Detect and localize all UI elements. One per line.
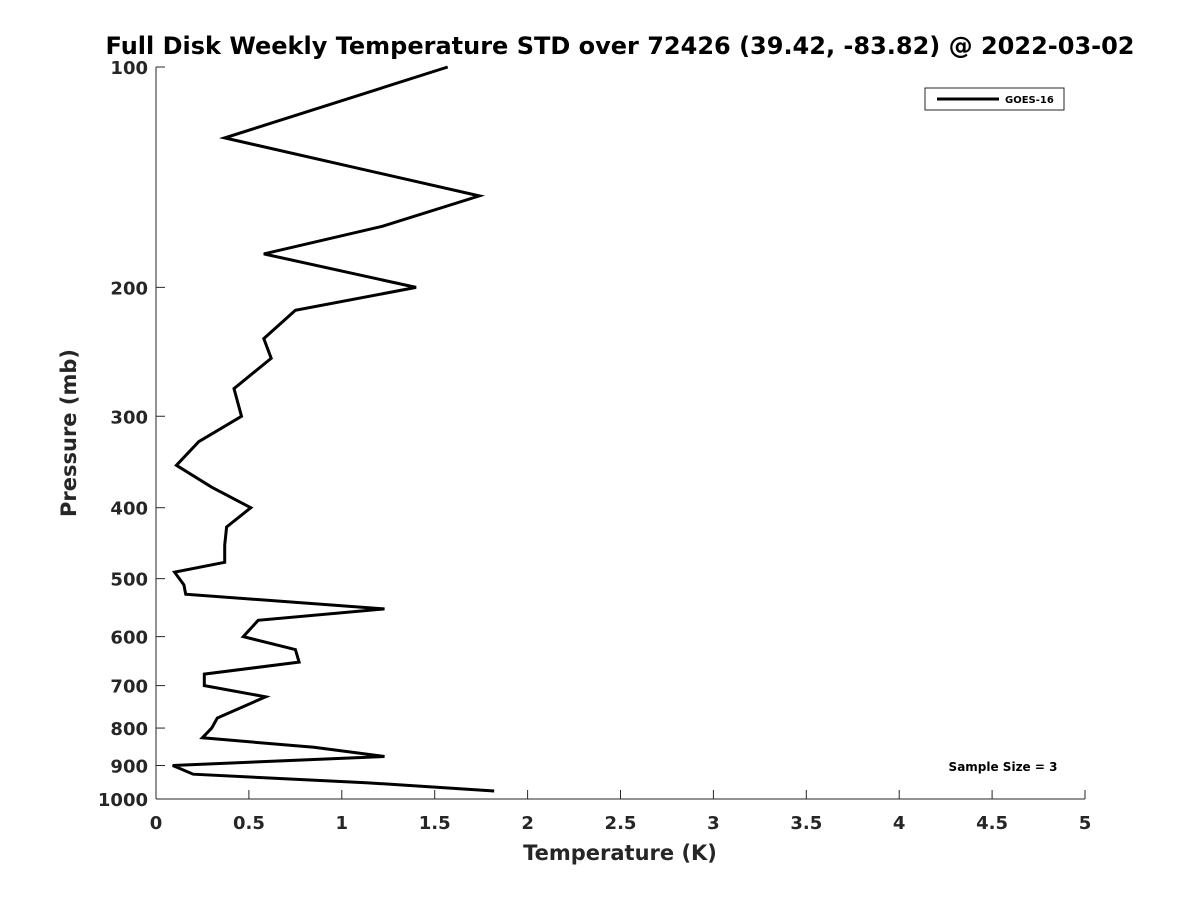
series-layer xyxy=(171,65,495,793)
x-tick-label: 5 xyxy=(1079,813,1092,834)
x-ticks: 0 0.5 1 1.5 2 2.5 3 3.5 4 4.5 5 xyxy=(150,790,1092,834)
x-tick-label: 0.5 xyxy=(233,813,265,834)
legend: GOES-16 xyxy=(924,87,1065,111)
y-axis-label: Pressure (mb) xyxy=(57,349,81,517)
y-tick-label: 900 xyxy=(110,757,148,778)
y-tick-label: 300 xyxy=(110,407,148,428)
y-tick-label: 200 xyxy=(110,278,148,299)
y-ticks: 100 200 300 400 500 600 700 800 900 1000 xyxy=(98,58,165,811)
legend-label-goes-16: GOES-16 xyxy=(1005,95,1054,106)
axes: 0 0.5 1 1.5 2 2.5 3 3.5 4 4.5 5 100 200 300 400 500 600… xyxy=(98,58,1091,834)
y-tick-label: 500 xyxy=(110,570,148,591)
x-tick-label: 4.5 xyxy=(976,813,1008,834)
y-tick-label: 600 xyxy=(110,628,148,649)
x-tick-label: 1 xyxy=(336,813,349,834)
sample-size-annotation: Sample Size = 3 xyxy=(949,760,1058,774)
x-axis-label: Temperature (K) xyxy=(523,841,717,865)
series-line-goes-16 xyxy=(171,65,495,793)
x-tick-label: 3.5 xyxy=(790,813,822,834)
x-tick-label: 4 xyxy=(893,813,906,834)
y-tick-label: 800 xyxy=(110,719,148,740)
x-tick-label: 2 xyxy=(521,813,534,834)
chart-title: Full Disk Weekly Temperature STD over 72… xyxy=(106,32,1135,60)
x-tick-label: 0 xyxy=(150,813,163,834)
y-tick-label: 1000 xyxy=(98,790,148,811)
y-tick-label: 100 xyxy=(110,58,148,79)
y-tick-label: 400 xyxy=(110,499,148,520)
y-tick-label: 700 xyxy=(110,677,148,698)
x-tick-label: 2.5 xyxy=(605,813,637,834)
x-tick-label: 1.5 xyxy=(419,813,451,834)
x-tick-label: 3 xyxy=(707,813,720,834)
